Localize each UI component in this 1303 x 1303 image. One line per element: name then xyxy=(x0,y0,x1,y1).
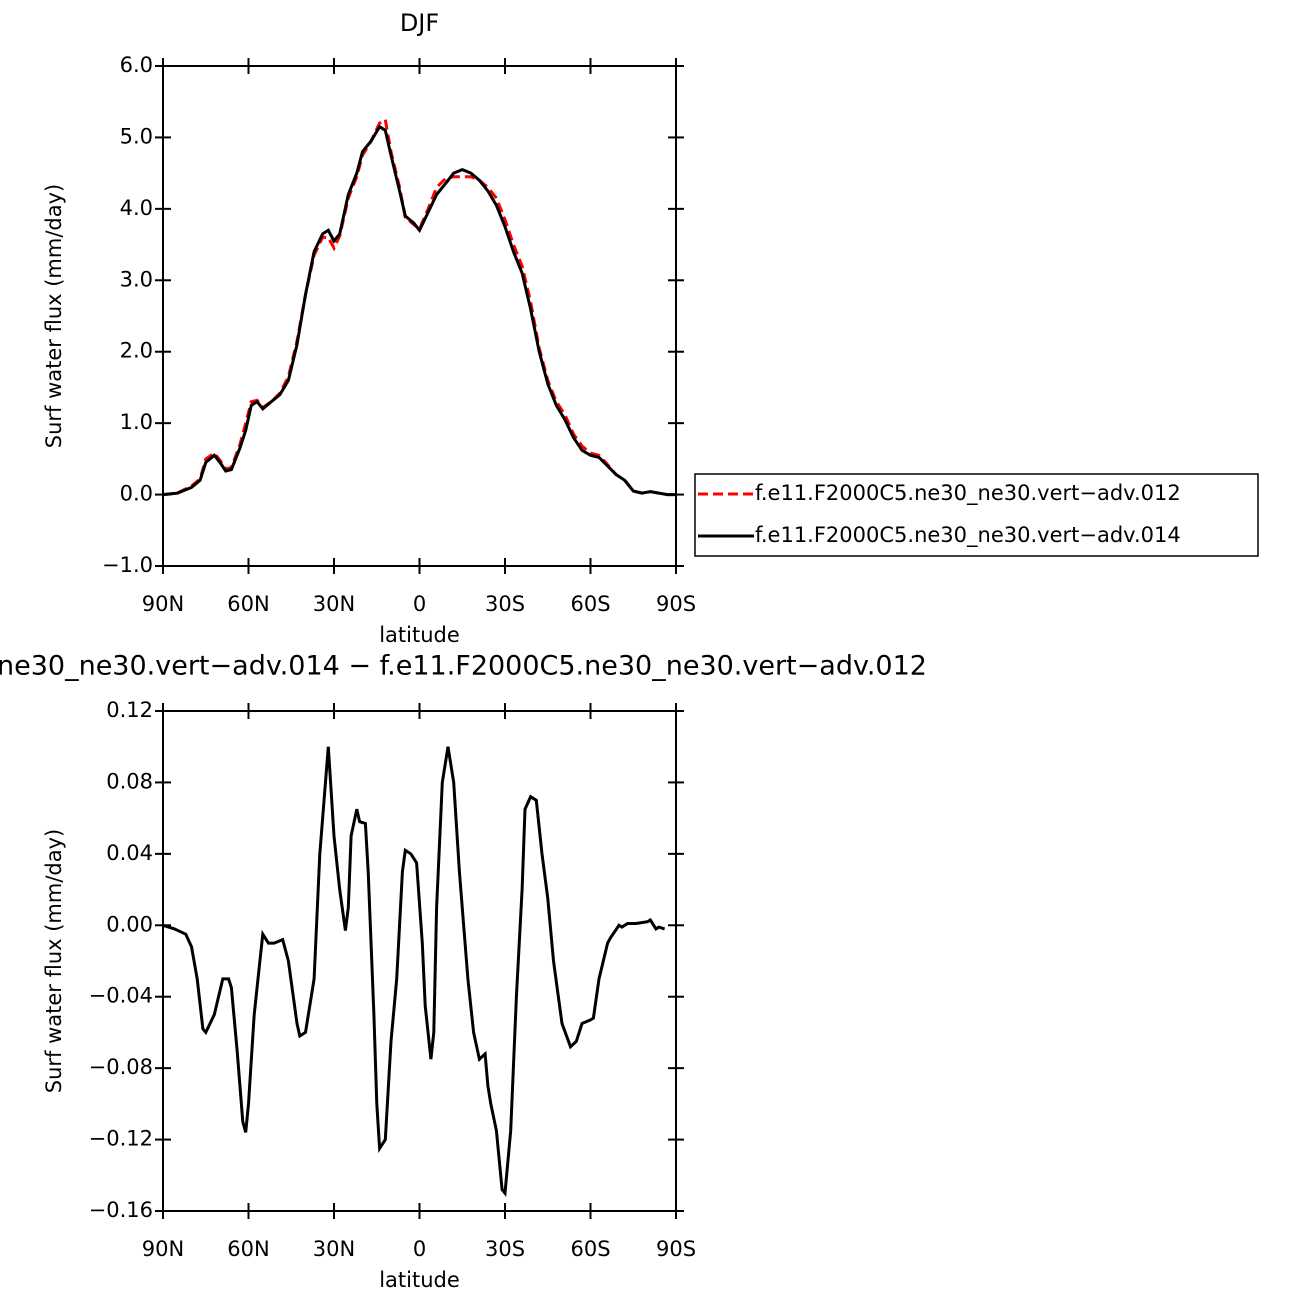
y-axis-label: Surf water flux (mm/day) xyxy=(42,184,66,449)
x-tick-label: 30S xyxy=(485,1237,525,1261)
data-line xyxy=(162,117,676,497)
x-tick-label: 60S xyxy=(570,592,610,616)
legend-box xyxy=(694,473,1259,557)
y-tick-label: 0.00 xyxy=(106,912,153,936)
y-tick-label: 0.08 xyxy=(106,769,153,793)
x-tick-label: 90N xyxy=(142,1237,184,1261)
y-tick-label: 1.0 xyxy=(120,410,153,434)
x-tick-label: 90S xyxy=(656,592,696,616)
x-tick-label: 60N xyxy=(227,592,269,616)
plot-frame xyxy=(162,710,677,1212)
y-tick-label: 6.0 xyxy=(120,53,153,77)
x-tick-label: 0 xyxy=(413,1237,426,1261)
y-tick-label: 2.0 xyxy=(120,339,153,363)
x-tick-label: 60S xyxy=(570,1237,610,1261)
legend-label: f.e11.F2000C5.ne30_ne30.vert−adv.012 xyxy=(755,481,1181,506)
y-tick-label: 3.0 xyxy=(120,267,153,291)
data-line xyxy=(162,124,676,497)
x-tick-label: 30S xyxy=(485,592,525,616)
y-tick-label: −0.08 xyxy=(89,1055,153,1079)
chart-title: DJF xyxy=(400,9,439,37)
x-tick-label: 0 xyxy=(413,592,426,616)
plot-frame xyxy=(162,65,677,567)
y-tick-label: 0.12 xyxy=(106,698,153,722)
y-tick-label: 5.0 xyxy=(120,124,153,148)
x-tick-label: 30N xyxy=(313,1237,355,1261)
x-tick-label: 90N xyxy=(142,592,184,616)
y-tick-label: −0.12 xyxy=(89,1127,153,1151)
y-tick-label: 0.04 xyxy=(106,841,153,865)
x-tick-label: 60N xyxy=(227,1237,269,1261)
y-tick-label: −1.0 xyxy=(102,553,153,577)
chart-title: ne30_ne30.vert−adv.014 − f.e11.F2000C5.n… xyxy=(0,651,927,682)
legend-label: f.e11.F2000C5.ne30_ne30.vert−adv.014 xyxy=(755,523,1181,548)
x-tick-label: 30N xyxy=(313,592,355,616)
y-tick-label: 4.0 xyxy=(120,196,153,220)
y-axis-label: Surf water flux (mm/day) xyxy=(42,829,66,1094)
y-tick-label: −0.16 xyxy=(89,1198,153,1222)
y-tick-label: 0.0 xyxy=(120,482,153,506)
x-axis-label: latitude xyxy=(379,623,460,647)
data-line xyxy=(162,746,666,1197)
x-axis-label: latitude xyxy=(379,1268,460,1292)
y-tick-label: −0.04 xyxy=(89,984,153,1008)
x-tick-label: 90S xyxy=(656,1237,696,1261)
